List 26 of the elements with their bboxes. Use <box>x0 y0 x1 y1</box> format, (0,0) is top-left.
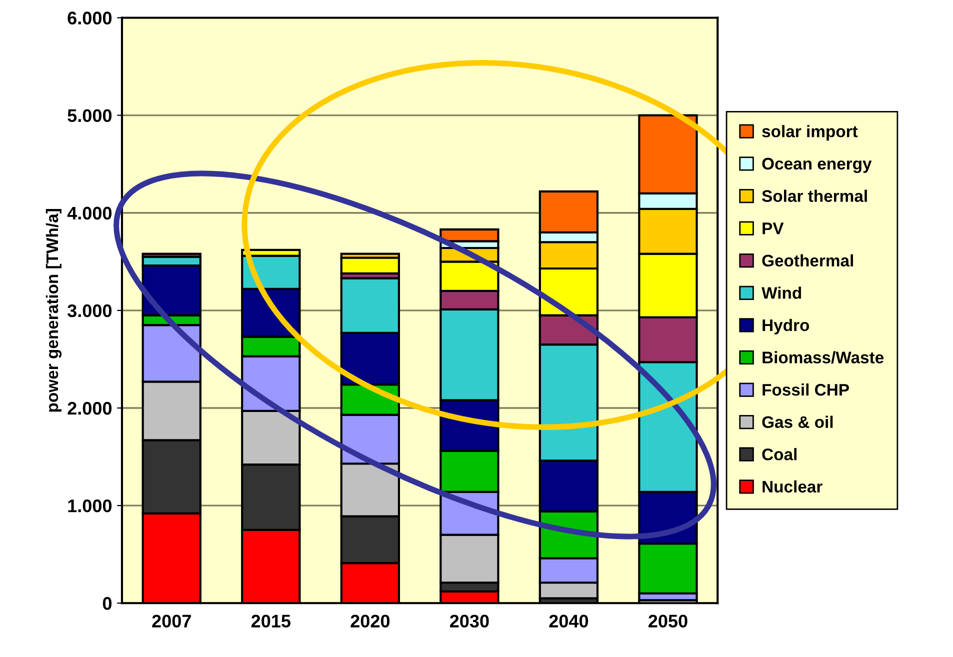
legend-label: Solar thermal <box>762 190 867 202</box>
y-tick-label: 3.000 <box>68 304 112 318</box>
y-tick-label: 1.000 <box>68 499 112 512</box>
legend-label: Hydro <box>762 318 810 334</box>
x-tick-label: 2040 <box>549 614 588 628</box>
legend-label: Wind <box>762 286 802 299</box>
y-tick-label: 2.000 <box>68 402 112 415</box>
y-tick-label: 6.000 <box>68 12 112 24</box>
y-tick-label: 5.000 <box>68 109 112 122</box>
legend-label: solar import <box>762 125 858 141</box>
x-tick-label: 2015 <box>251 614 290 628</box>
y-tick-label: 0 <box>102 597 112 610</box>
y-tick-label: 4.000 <box>67 206 112 220</box>
legend-label: Biomass/Waste <box>762 351 884 364</box>
legend-label: Ocean energy <box>762 158 872 173</box>
y-axis-title: power generation [TWh/a] <box>46 209 62 412</box>
x-tick-label: 2020 <box>350 614 390 628</box>
legend-label: PV <box>762 222 784 234</box>
x-tick-label: 2030 <box>450 614 489 628</box>
legend-label: Fossil CHP <box>762 383 849 396</box>
legend-label: Nuclear <box>762 480 822 493</box>
x-tick-label: 2050 <box>648 614 688 628</box>
legend-label: Geothermal <box>762 254 853 267</box>
x-tick-label: 2007 <box>152 614 191 628</box>
legend-label: Gas & oil <box>762 416 833 428</box>
legend-label: Coal <box>762 448 796 460</box>
